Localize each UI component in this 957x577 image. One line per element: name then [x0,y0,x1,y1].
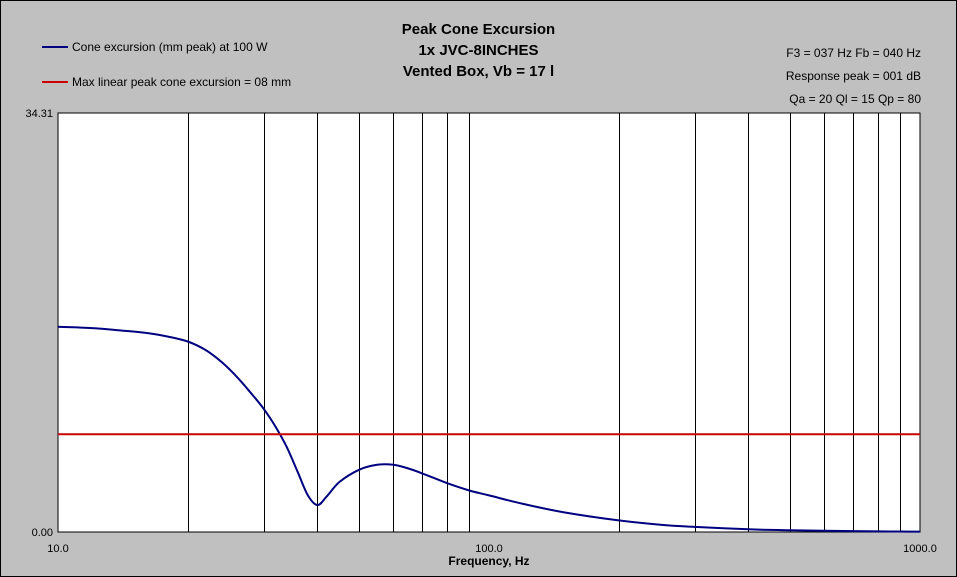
chart-subtitle-driver: 1x JVC-8INCHES [418,42,539,59]
legend-item-xmax: Max linear peak cone excursion = 08 mm [42,75,291,89]
info-f3-fb: F3 = 037 Hz Fb = 040 Hz [786,46,921,60]
legend-swatch-excursion [42,46,68,48]
chart-subtitle-box: Vented Box, Vb = 17 l [402,63,555,80]
info-response-peak: Response peak = 001 dB [785,69,921,83]
x-tick-label: 100.0 [475,543,503,555]
legend-item-excursion: Cone excursion (mm peak) at 100 W [42,40,267,54]
x-tick-label: 1000.0 [903,543,937,555]
chart-title: Peak Cone Excursion [401,21,556,38]
x-tick-label: 10.0 [47,543,68,555]
series-line-excursion [57,325,921,533]
x-axis-label: Frequency, Hz [448,554,529,568]
legend-label-excursion: Cone excursion (mm peak) at 100 W [72,40,268,54]
plot-area [57,112,921,533]
legend-label-xmax: Max linear peak cone excursion = 08 mm [72,75,292,89]
y-tick-label: 34.31 [25,108,53,120]
y-tick-label: 0.00 [32,527,53,539]
legend-swatch-xmax [42,81,68,83]
info-q-values: Qa = 20 Ql = 15 Qp = 80 [789,92,921,106]
